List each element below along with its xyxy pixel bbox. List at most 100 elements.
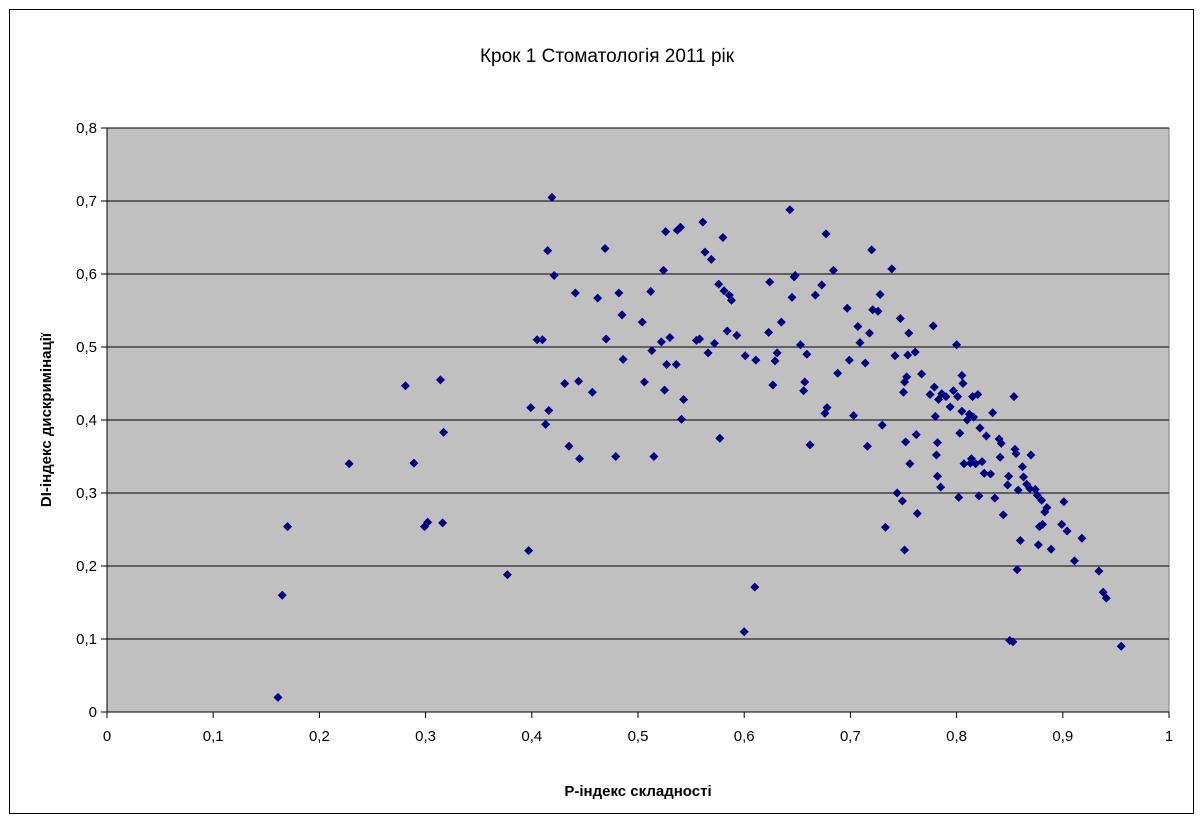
data-point <box>1019 472 1029 482</box>
data-point <box>776 317 786 327</box>
data-point <box>695 334 705 344</box>
data-point <box>601 334 611 344</box>
data-point <box>995 452 1005 462</box>
data-point <box>671 360 681 370</box>
data-point <box>532 335 542 345</box>
data-point <box>899 387 908 397</box>
data-point <box>833 368 843 378</box>
data-point <box>1012 565 1022 575</box>
data-point <box>617 310 627 320</box>
data-point <box>996 438 1006 448</box>
data-point <box>593 293 603 303</box>
data-point <box>934 395 944 405</box>
data-point <box>1046 544 1056 554</box>
y-tick-label: 0,2 <box>76 558 97 575</box>
data-point <box>887 264 897 274</box>
data-point <box>611 452 621 461</box>
data-point <box>897 496 907 506</box>
data-point <box>409 458 419 468</box>
data-point <box>975 423 985 433</box>
data-point <box>1059 497 1069 507</box>
data-point <box>912 508 922 518</box>
data-point <box>660 385 670 395</box>
data-point <box>941 392 951 402</box>
data-point <box>990 493 1000 503</box>
data-point <box>895 314 905 324</box>
data-point <box>945 402 955 412</box>
data-point <box>722 326 732 336</box>
data-point <box>954 492 964 502</box>
data-point <box>1101 593 1111 603</box>
data-point <box>1008 637 1018 647</box>
data-point <box>875 289 885 299</box>
data-point <box>765 277 775 287</box>
data-point <box>1033 540 1043 550</box>
data-point <box>828 265 838 275</box>
data-point <box>790 270 800 280</box>
y-tick-labels: 0 0,1 0,2 0,3 0,4 0,5 0,6 0,7 0,8 <box>76 120 97 721</box>
data-point <box>865 328 875 338</box>
data-point <box>575 454 585 464</box>
data-point <box>277 590 287 600</box>
data-point <box>973 389 983 399</box>
data-point <box>810 290 820 300</box>
y-tick-label: 0,3 <box>76 485 97 502</box>
data-point <box>675 222 685 232</box>
x-tick-label: 0,1 <box>203 728 224 745</box>
x-tick-label: 0,9 <box>1052 728 1073 745</box>
data-point <box>677 414 687 424</box>
data-point <box>849 411 859 421</box>
data-point <box>805 440 815 450</box>
y-axis-label: DI-індекс дискримінації <box>38 332 55 507</box>
data-point <box>1003 480 1013 490</box>
data-point <box>932 471 942 481</box>
data-point <box>726 295 736 305</box>
y-tick-label: 0,7 <box>76 193 97 210</box>
data-point <box>283 522 293 532</box>
data-point <box>802 349 812 359</box>
data-point <box>969 412 979 422</box>
x-tick-label: 0,3 <box>415 728 436 745</box>
x-tick-label: 0,7 <box>840 728 861 745</box>
data-point <box>570 288 580 298</box>
data-point <box>1038 519 1048 529</box>
data-point <box>768 380 778 390</box>
x-tick-label: 0,8 <box>946 728 967 745</box>
data-point <box>877 420 887 430</box>
data-point <box>892 488 902 498</box>
data-points <box>273 192 1126 702</box>
data-point <box>904 328 914 338</box>
data-point <box>587 387 597 397</box>
y-tick-label: 0,1 <box>76 631 97 648</box>
data-point <box>822 403 832 413</box>
data-point <box>785 205 795 215</box>
data-point <box>600 243 610 253</box>
data-point <box>661 227 671 237</box>
data-point <box>502 570 512 580</box>
data-point <box>974 491 984 501</box>
y-tick-label: 0,6 <box>76 266 97 283</box>
data-point <box>948 386 958 396</box>
data-point <box>719 286 729 296</box>
data-point <box>435 375 445 385</box>
data-point <box>1094 566 1104 576</box>
data-point <box>750 582 760 592</box>
axes <box>101 127 1170 718</box>
data-point <box>799 386 809 396</box>
data-point <box>614 288 624 298</box>
data-point <box>647 346 657 356</box>
data-point <box>665 333 675 343</box>
data-point <box>867 245 877 255</box>
data-point <box>957 406 967 416</box>
x-tick-label: 0 <box>103 728 111 745</box>
data-point <box>543 246 553 256</box>
data-point <box>787 292 797 302</box>
data-point <box>439 427 449 437</box>
y-tick-label: 0,8 <box>76 120 97 137</box>
data-point <box>549 270 559 280</box>
data-point <box>1069 556 1079 566</box>
data-point <box>649 452 659 461</box>
data-point <box>929 382 939 392</box>
data-point <box>795 340 805 350</box>
data-point <box>1011 449 1021 459</box>
